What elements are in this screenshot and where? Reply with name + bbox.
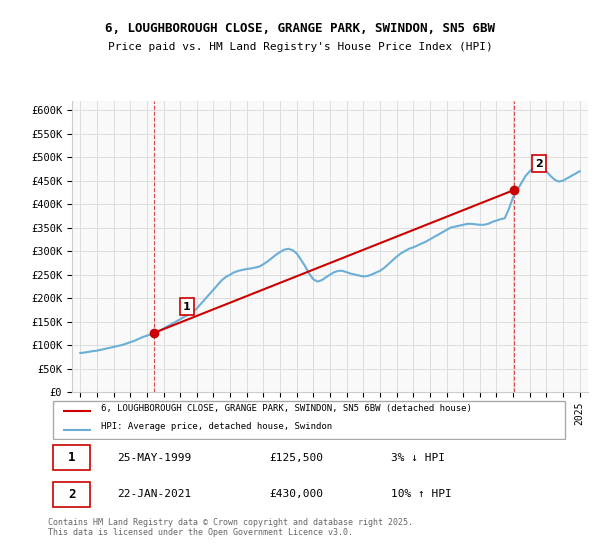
Text: 3% ↓ HPI: 3% ↓ HPI (391, 453, 445, 463)
FancyBboxPatch shape (53, 482, 90, 507)
Text: 1: 1 (183, 302, 191, 311)
Text: HPI: Average price, detached house, Swindon: HPI: Average price, detached house, Swin… (101, 422, 332, 431)
Text: 1: 1 (68, 451, 76, 464)
Text: 10% ↑ HPI: 10% ↑ HPI (391, 489, 452, 499)
Text: 22-JAN-2021: 22-JAN-2021 (116, 489, 191, 499)
Text: £125,500: £125,500 (270, 453, 324, 463)
Text: 2: 2 (535, 158, 543, 169)
Text: 6, LOUGHBOROUGH CLOSE, GRANGE PARK, SWINDON, SN5 6BW: 6, LOUGHBOROUGH CLOSE, GRANGE PARK, SWIN… (105, 22, 495, 35)
Text: Price paid vs. HM Land Registry's House Price Index (HPI): Price paid vs. HM Land Registry's House … (107, 42, 493, 52)
Text: 2: 2 (68, 488, 76, 501)
Text: 6, LOUGHBOROUGH CLOSE, GRANGE PARK, SWINDON, SN5 6BW (detached house): 6, LOUGHBOROUGH CLOSE, GRANGE PARK, SWIN… (101, 404, 472, 413)
Text: Contains HM Land Registry data © Crown copyright and database right 2025.
This d: Contains HM Land Registry data © Crown c… (48, 518, 413, 538)
FancyBboxPatch shape (53, 401, 565, 439)
Text: 25-MAY-1999: 25-MAY-1999 (116, 453, 191, 463)
Text: £430,000: £430,000 (270, 489, 324, 499)
FancyBboxPatch shape (53, 446, 90, 470)
